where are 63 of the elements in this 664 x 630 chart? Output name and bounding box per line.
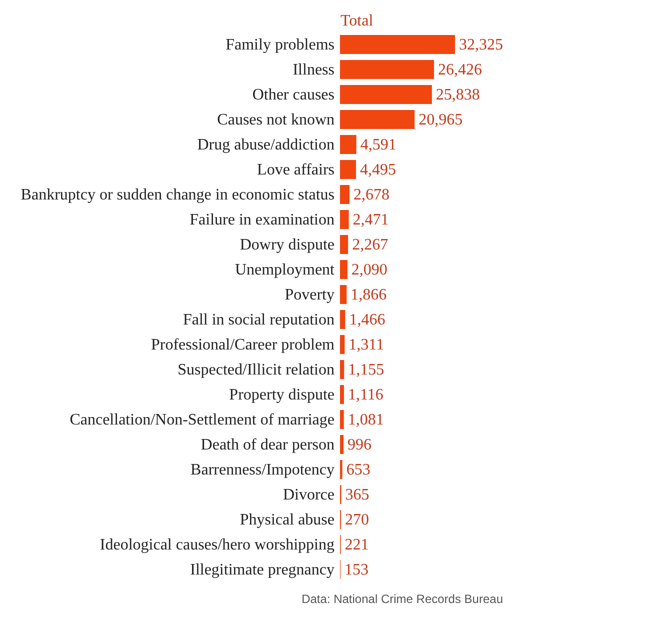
bar [340,160,356,179]
y-tick-label: Divorce [282,486,334,504]
data-label: 2,090 [351,262,388,278]
data-label: 996 [348,436,372,454]
data-label: 1,866 [350,286,387,304]
bar [340,235,348,254]
data-label: 25,838 [436,86,480,104]
data-label: 270 [344,512,369,528]
y-tick-label: Barrenness/Impotency [190,462,334,478]
data-label: 1,081 [348,412,384,428]
x-axis-title: Total [340,12,374,30]
bar [340,360,344,379]
y-tick-label: Physical abuse [240,512,334,528]
data-label: 1,466 [349,312,386,328]
bar [340,60,434,79]
y-tick-label: Causes not known [217,112,334,128]
bar [340,385,344,404]
text: Data: National Crime Records Bureau [302,592,503,606]
bar [340,435,344,454]
data-label: 653 [346,462,370,478]
data-label: 153 [344,562,369,578]
y-tick-label: Illegitimate pregnancy [190,562,334,578]
bar [340,85,432,104]
y-tick-label: Ideological causes/hero worshipping [100,536,334,554]
bar [340,410,344,429]
y-tick-label: Drug abuse/addiction [197,136,334,154]
y-tick-label: Fall in social reputation [182,312,334,328]
y-tick-label: Love affairs [257,162,334,178]
y-tick-label: Other causes [252,86,334,104]
data-label: 1,155 [348,362,384,378]
bar [340,285,347,304]
y-tick-label: Suspected/Illicit relation [178,362,334,378]
data-label: 1,311 [348,336,384,354]
data-label: 32,325 [459,36,503,54]
y-tick-label: Unemployment [234,262,336,278]
data-label: 4,591 [360,136,396,154]
data-label: 365 [345,486,370,504]
y-tick-label: Property dispute [229,386,334,404]
bar [340,210,349,229]
data-label: 4,495 [360,162,396,178]
data-label: 1,116 [348,386,384,404]
bar [340,110,415,129]
data-label: 26,426 [438,62,482,78]
bar [340,260,348,279]
data-label: 2,471 [352,212,389,228]
y-tick-label: Poverty [284,286,334,304]
data-label: 2,678 [354,186,390,204]
y-tick-label: Family problems [226,36,334,54]
y-tick-label: Illness [292,62,334,78]
data-label: 2,267 [352,236,388,254]
y-tick-label: Death of dear person [200,436,334,454]
y-tick-label: Dowry dispute [240,236,334,254]
y-tick-label: Professional/Career problem [151,336,336,354]
y-tick-label: Failure in examination [190,212,334,228]
data-label: 221 [344,536,369,554]
bar [340,185,350,204]
bar [340,335,345,354]
bar [340,135,356,154]
y-tick-label: Bankruptcy or sudden change in economic status [20,186,334,204]
bar [340,35,455,54]
data-label: 20,965 [418,112,463,128]
y-tick-label: Cancellation/Non-Settlement of marriage [70,412,334,428]
bar [340,310,346,329]
